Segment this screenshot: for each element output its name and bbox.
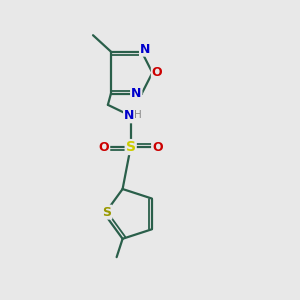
Text: O: O <box>152 140 163 154</box>
Text: S: S <box>126 140 136 154</box>
Text: H: H <box>134 110 142 120</box>
Text: N: N <box>140 43 150 56</box>
Text: N: N <box>124 109 134 122</box>
Text: N: N <box>131 87 141 101</box>
Text: O: O <box>152 66 162 79</box>
Text: O: O <box>99 140 109 154</box>
Text: S: S <box>102 206 111 219</box>
